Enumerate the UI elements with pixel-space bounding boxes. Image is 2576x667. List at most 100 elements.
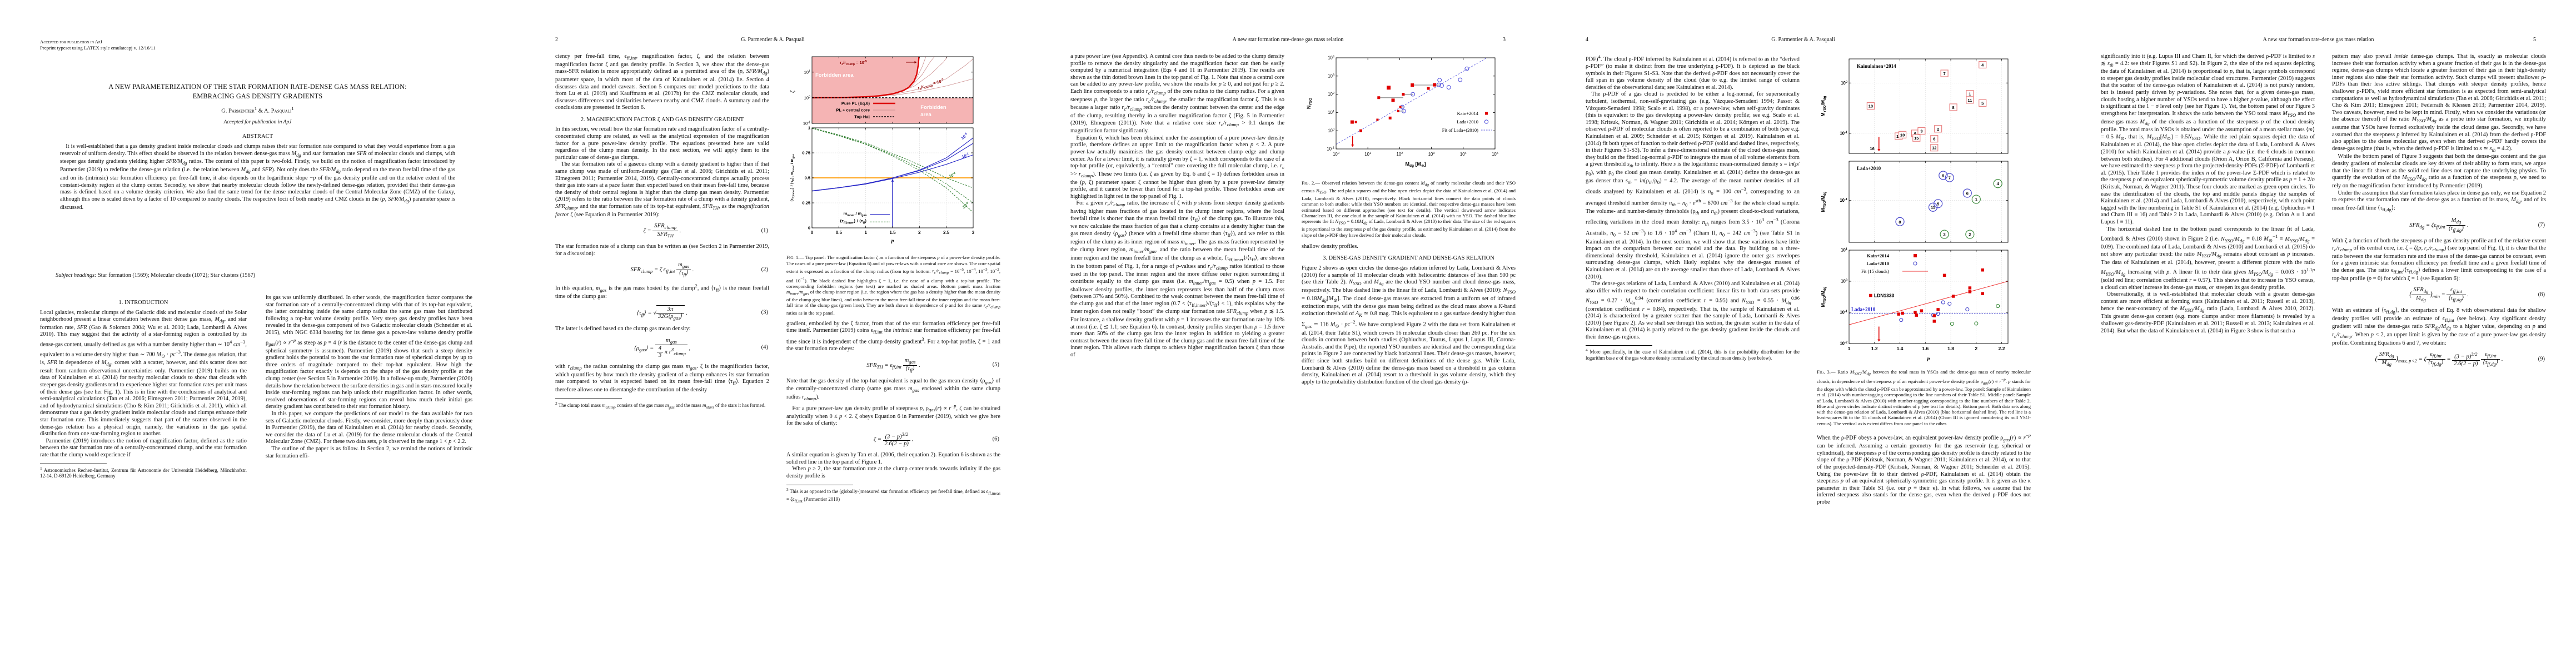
lombardi2015-tagged-point (1971, 195, 1981, 204)
kain2014-point (1914, 311, 1917, 314)
lada2010-point (1965, 307, 1970, 312)
forbidden-area-label: Forbidden area (815, 72, 854, 78)
equation-number: (7) (2538, 222, 2545, 228)
x-tick-label: 1 (864, 230, 867, 235)
y-axis-label: NYSO (1306, 98, 1313, 109)
legend-label: Lada+2010 (1457, 119, 1478, 125)
lada2010-point (1464, 66, 1469, 71)
kain2014-tagged-point (1940, 69, 1949, 77)
page-number-left: 2 (555, 37, 558, 43)
x-tick-label: 2 (918, 230, 921, 235)
legend-label: minner / mgas (844, 211, 867, 217)
y-tick-label: 101 (1328, 110, 1334, 115)
section-heading: 3. DENSE-GAS DENSITY GRADIENT AND DENSE-… (1323, 255, 1494, 262)
paragraph: Observationally, it is well-established … (2101, 291, 2315, 334)
paragraph: Under the assumption that star formation… (2332, 190, 2546, 212)
x-tick-label: 0.5 (836, 230, 843, 235)
lada2010-tagged-point (1895, 217, 1905, 226)
accepted-note: Accepted for publication in ApJ (223, 119, 292, 125)
equation: ζ = SFRclump SFRTH . (1) (643, 223, 768, 239)
page-1: Accepted for publication in ApJ Preprint … (0, 0, 515, 667)
y-tick-label: 101 (804, 69, 810, 74)
paragraph: Equation 6, which has been obtained unde… (1070, 135, 1284, 200)
point-tag: 4 (1997, 181, 2000, 186)
point-tag: 8 (1952, 105, 1955, 110)
paragraph: In this section, we recall how the star … (555, 126, 769, 161)
y-tick-label: 102 (1328, 92, 1334, 97)
kain2014-point (1350, 120, 1354, 124)
running-title: G. Parmentier & A. Pasquali (1771, 37, 1835, 43)
paragraph: The outline of the paper is as follow. I… (266, 446, 472, 459)
text-column-2: pattern may also prevail inside dense-ga… (2332, 53, 2546, 620)
lada-relation-label: Lada+2010 (1851, 307, 1876, 312)
journal-note: Accepted for publication in ApJ Preprint … (40, 39, 156, 51)
forbidden-area-lower (812, 97, 973, 123)
text-column-1: 1. INTRODUCTION Local galaxies, molecular… (40, 295, 247, 621)
page-3: A new star formation rate-dense gas mass… (1030, 0, 1546, 667)
legend-label: PL + central core (836, 108, 870, 113)
lada2010-tagged-point (1939, 171, 1948, 180)
paragraph: The star formation rate of a gaseous clu… (555, 161, 769, 218)
panel-title: Kainulainen+2014 (1857, 63, 1896, 69)
equation: ⟨τff⟩ = √ 3π 32G⟨ρgas⟩ . (3) (636, 305, 768, 321)
y-axis-label: MYSO/Mdg (1820, 96, 1827, 116)
page-number-right: 5 (2533, 37, 2536, 43)
equation-number: (5) (992, 361, 999, 368)
equation: SFRTH = ϵff,int mgas ⟨τff⟩ . (5) (866, 357, 999, 373)
x-tick-label: 100 (1333, 152, 1339, 157)
text-column-2: Kainulainen+2014131410915361227811154161… (1817, 53, 2031, 620)
equation: SFRclump = ζ ϵff,int mgas ⟨τff⟩ . (2) (630, 262, 768, 278)
curve-label: 10-1 (961, 152, 969, 160)
plot-frame (1848, 58, 2009, 154)
page-2: 2 G. Parmentier & A. Pasquali ciency per f… (515, 0, 1030, 667)
point-tag: 2 (1937, 127, 1939, 132)
kain2014-tagged-point (1979, 99, 1987, 107)
legend-label: Kain+2014 (1457, 111, 1479, 116)
paragraph: with rclump the radius containing the cl… (555, 364, 769, 394)
y-tick-label: 0.75 (802, 151, 810, 156)
lada2010-point (1899, 318, 1904, 322)
point-tag: 1 (1975, 197, 1977, 202)
paragraph: When p ≥ 2, the star formation rate at t… (786, 466, 1000, 479)
paragraph: The ρ-PDF of a gas cloud is predicted to… (1586, 91, 1800, 280)
kain2014-point (1920, 309, 1924, 312)
point-tag: 7 (1944, 71, 1946, 76)
equation-number: (4) (761, 345, 768, 351)
lada2010-point (1439, 83, 1444, 88)
lada2010-point (1446, 85, 1451, 90)
paragraph: The latter is defined based on the clump… (555, 325, 691, 332)
y-tick-label: 100 (804, 95, 810, 100)
y-tick-label: 10-1 (1840, 198, 1847, 203)
point-tag: 11 (1967, 98, 1972, 103)
kain2014-point (1981, 292, 1984, 296)
page-number-right: 3 (1503, 37, 1506, 43)
x-tick-label: 104 (1460, 152, 1467, 157)
lada2010-point (1458, 77, 1463, 82)
legend-label: Pure PL (Eq.6) (841, 101, 870, 106)
paragraph: Local galaxies, molecular clumps of the … (40, 309, 247, 437)
equation-number: (6) (992, 436, 999, 442)
kain2014-point (1936, 308, 1940, 311)
lombardi2015-point (1974, 321, 1979, 326)
paragraph: a pure power law (see Appendix). A centr… (1070, 53, 1284, 135)
equation: ⟨ρgas⟩ = mgas 4 3 π r3clump , (4) (634, 337, 768, 359)
x-tick-label: 2.2 (1999, 346, 2005, 351)
point-tag: 15 (1914, 136, 1919, 141)
point-tag: 16 (1870, 146, 1874, 151)
paragraph: In this paper, we compare the prediction… (266, 411, 472, 445)
paragraph: The star formation rate of a clump can t… (555, 243, 769, 257)
paragraph: A similar equation is given by Tan et al… (786, 452, 1000, 465)
x-tick-label: 2.5 (943, 230, 950, 235)
y-tick-label: 10-1 (1327, 147, 1334, 152)
y-tick-label: 100 (1841, 81, 1847, 86)
figure-caption: FIG. 2.— Observed relation between the d… (1302, 180, 1516, 238)
kain2014-point (1359, 129, 1363, 132)
kain2014-point (1377, 96, 1381, 99)
y-tick-label: 0.25 (802, 201, 810, 206)
point-tag: 2 (1969, 232, 1971, 237)
kain2014-tagged-point (1866, 102, 1875, 110)
ldn1333-label: LDN1333 (1874, 293, 1895, 298)
paragraph: PDF)4. The cloud ρ-PDF inferred by Kainu… (1586, 54, 1800, 91)
point-tag: 9 (1914, 131, 1916, 136)
x-tick-label: 1 (1848, 346, 1851, 351)
